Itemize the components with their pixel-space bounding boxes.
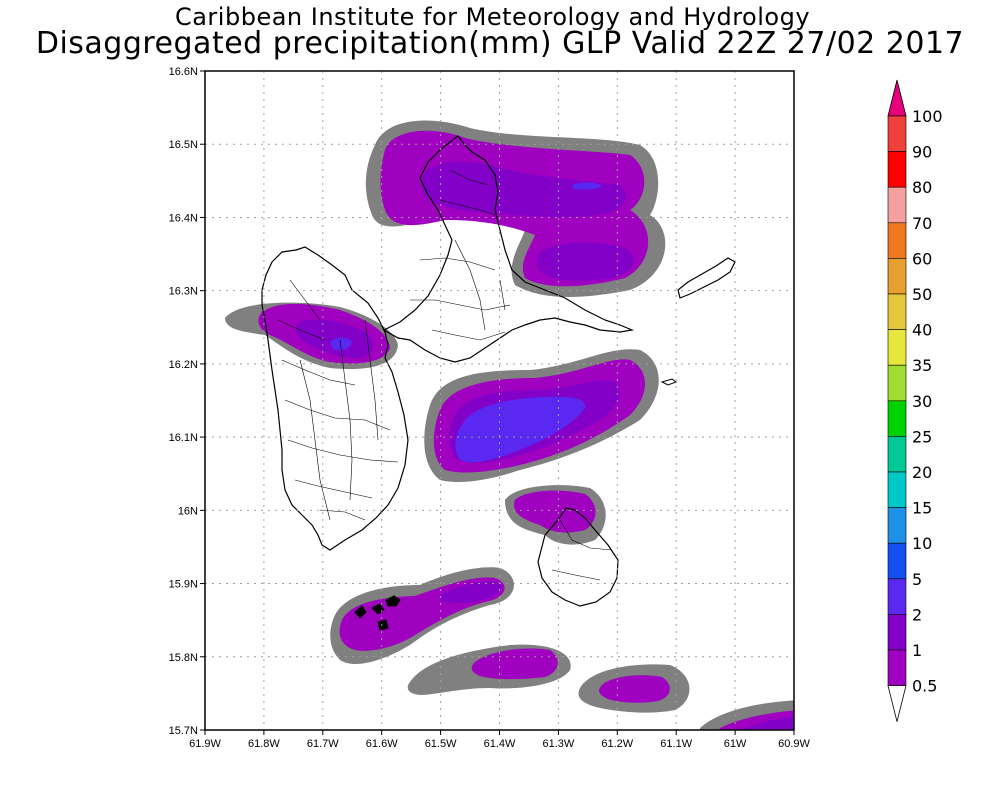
lat-tick-label: 16.5N [169, 139, 198, 151]
colorbar-label: 5 [912, 570, 922, 589]
colorbar-box [887, 364, 907, 402]
lat-tick-label: 15.7N [169, 725, 198, 737]
basse-terre-island [261, 246, 409, 551]
lon-tick-label: 61.6W [366, 738, 398, 750]
petite-terre-islands [660, 378, 678, 386]
lon-tick-label: 61.1W [660, 738, 692, 750]
longitude-axis: 61.9W 61.8W 61.7W 61.6W 61.5W 61.4W 61.3W 61.2W… [189, 738, 810, 750]
colorbar-label: 70 [912, 214, 932, 233]
colorbar-label: 30 [912, 392, 932, 411]
colorbar-box [887, 578, 907, 615]
colorbar-box [887, 436, 907, 473]
precipitation-field [225, 120, 794, 730]
colorbar-box [887, 329, 907, 366]
lon-tick-label: 61.7W [307, 738, 339, 750]
les-saintes-islands [354, 595, 401, 631]
colorbar-label: 10 [912, 534, 932, 553]
map-title: Caribbean Institute for Meteorology and … [174, 3, 811, 31]
colorbar-label: 20 [912, 463, 932, 482]
lon-tick-label: 61.9W [189, 738, 221, 750]
lon-tick-label: 61.4W [484, 738, 516, 750]
colorbar-label: 2 [912, 605, 922, 624]
lat-tick-label: 16.2N [169, 359, 198, 371]
colorbar-label: 90 [912, 143, 932, 162]
lon-tick-label: 61.3W [543, 738, 575, 750]
lon-tick-label: 60.9W [778, 738, 810, 750]
coastline-group [261, 135, 736, 631]
colorbar-box [887, 151, 907, 188]
colorbar-label: 60 [912, 249, 932, 268]
lat-tick-label: 16.4N [169, 212, 198, 224]
colorbar-label: 40 [912, 321, 932, 340]
latitude-axis: 16.6N 16.5N 16.4N 16.3N 16.2N 16.1N 16N 15.9N 15… [169, 66, 198, 737]
colorbar-label: 100 [912, 107, 943, 126]
colorbar-box [887, 222, 907, 259]
colorbar-label: 25 [912, 427, 932, 446]
lat-tick-label: 16N [178, 505, 198, 517]
colorbar: 100 90 80 70 60 50 40 35 30 25 20 15 10 5 2 1 0.5 [887, 79, 943, 722]
lat-tick-label: 15.8N [169, 652, 198, 664]
lon-tick-label: 61.8W [248, 738, 280, 750]
lat-tick-label: 15.9N [169, 579, 198, 591]
map-subtitle: Disaggregated precipitation(mm) GLP Vali… [35, 26, 965, 61]
colorbar-box [887, 507, 907, 544]
colorbar-label: 80 [912, 178, 932, 197]
colorbar-label: 0.5 [912, 677, 937, 696]
grande-terre-island [382, 135, 635, 363]
colorbar-box [887, 614, 907, 651]
axis-ticks [200, 70, 795, 735]
colorbar-box [887, 542, 907, 580]
lon-tick-label: 61.5W [425, 738, 457, 750]
colorbar-box [887, 115, 907, 152]
colorbar-box [887, 293, 907, 330]
colorbar-box [887, 186, 907, 224]
colorbar-label: 1 [912, 641, 922, 660]
colorbar-box [887, 471, 907, 508]
lat-tick-label: 16.6N [169, 66, 198, 78]
lon-tick-label: 61W [724, 738, 747, 750]
map-gridlines [205, 71, 794, 730]
colorbar-box [887, 400, 907, 437]
lat-tick-label: 16.3N [169, 286, 198, 298]
colorbar-bottom-triangle [887, 685, 907, 722]
colorbar-box [887, 258, 907, 295]
marie-galante-island [537, 507, 619, 607]
lon-tick-label: 61.2W [601, 738, 633, 750]
colorbar-top-triangle [887, 79, 907, 117]
parish-boundaries [277, 169, 613, 581]
colorbar-label: 15 [912, 499, 932, 518]
desirade-island [677, 257, 736, 299]
lat-tick-label: 16.1N [169, 432, 198, 444]
colorbar-label: 35 [912, 356, 932, 375]
precip-contour-5mm [330, 182, 602, 463]
colorbar-box [887, 649, 907, 686]
colorbar-label: 50 [912, 285, 932, 304]
